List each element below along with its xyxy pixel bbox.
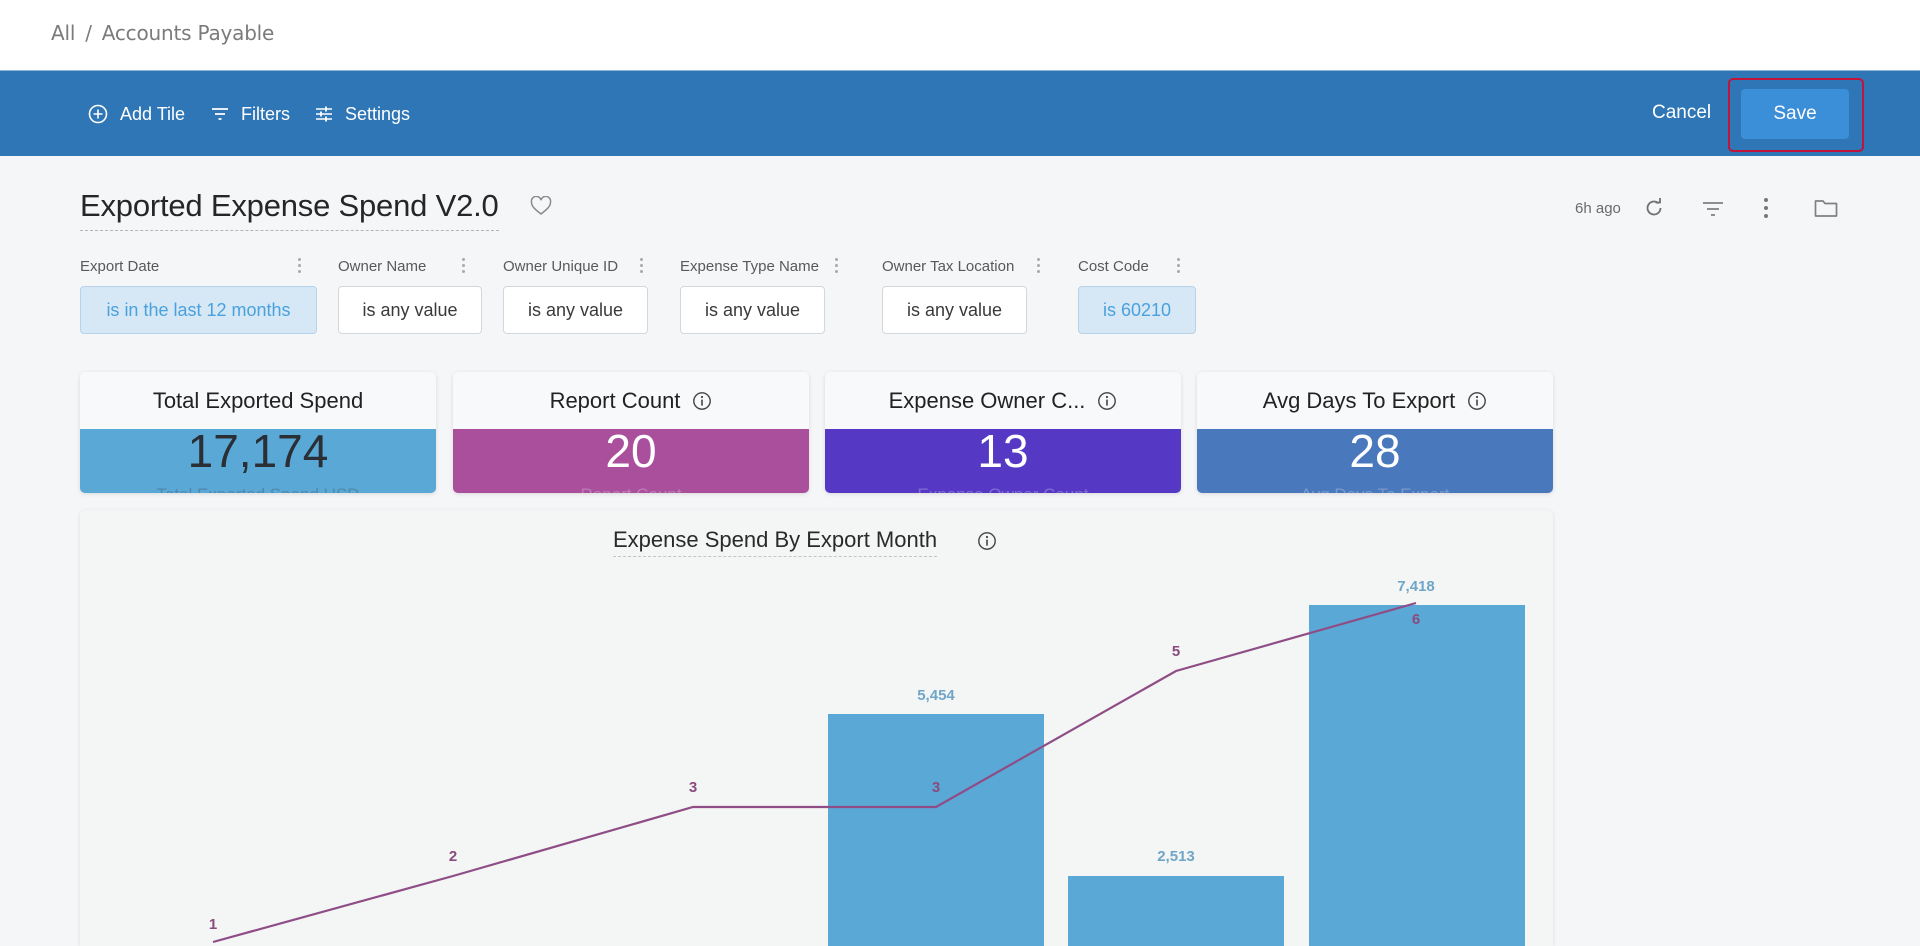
filter-label: Cost Code xyxy=(1078,258,1149,275)
chart-title: Expense Spend By Export Month xyxy=(613,527,938,557)
sliders-icon xyxy=(316,106,332,122)
save-button[interactable]: Save xyxy=(1741,89,1849,139)
filter-menu-icon[interactable] xyxy=(1177,258,1181,276)
line-value-label: 1 xyxy=(208,916,218,933)
kpi-tile-report-count[interactable]: Report Count 20 Report Count xyxy=(453,372,809,493)
info-icon[interactable] xyxy=(1467,391,1487,411)
kpi-subtitle: Total Exported Spend USD xyxy=(80,485,436,493)
filters-label: Filters xyxy=(241,103,290,124)
bar-month-5[interactable] xyxy=(1068,876,1284,946)
filters-button[interactable]: Filters xyxy=(211,102,290,126)
filter-cost-code: Cost Code is 60210 xyxy=(1078,258,1196,334)
add-tile-label: Add Tile xyxy=(120,103,186,124)
info-icon[interactable] xyxy=(977,531,997,551)
line-value-label: 3 xyxy=(931,779,941,796)
kpi-body: 17,174 Total Exported Spend USD xyxy=(80,425,436,493)
bar-value-label: 2,513 xyxy=(1157,848,1195,865)
kpi-value: 28 xyxy=(1349,425,1401,477)
save-button-highlight xyxy=(1728,78,1864,152)
kpi-title: Avg Days To Export xyxy=(1262,387,1456,413)
kpi-value: 17,174 xyxy=(187,425,329,477)
filter-value[interactable]: is any value xyxy=(338,286,482,334)
bar-month-6[interactable] xyxy=(1309,605,1525,946)
edit-toolbar: Add Tile Filters Settings Cancel xyxy=(0,70,1920,156)
filter-menu-icon[interactable] xyxy=(1037,258,1041,276)
filter-expense-type-name: Expense Type Name is any value xyxy=(680,258,838,334)
bar-month-4[interactable] xyxy=(828,714,1044,946)
chart-tile-expense-spend-by-month[interactable]: Expense Spend By Export Month 5,454 2,51… xyxy=(80,510,1553,946)
filter-value[interactable]: is any value xyxy=(503,286,648,334)
filter-menu-icon[interactable] xyxy=(462,258,466,276)
heart-icon[interactable] xyxy=(530,196,552,216)
last-updated-text: 6h ago xyxy=(1575,200,1621,217)
breadcrumb-bar: All / Accounts Payable xyxy=(0,0,1920,70)
filter-owner-unique-id: Owner Unique ID is any value xyxy=(503,258,648,334)
add-circle-icon xyxy=(88,104,108,124)
filter-label: Expense Type Name xyxy=(680,258,819,275)
report-count-line xyxy=(212,601,1417,944)
kpi-subtitle: Avg Days To Export xyxy=(1197,485,1553,493)
kpi-tile-avg-days-to-export[interactable]: Avg Days To Export 28 Avg Days To Export xyxy=(1197,372,1553,493)
filter-label: Export Date xyxy=(80,258,160,275)
filter-value[interactable]: is in the last 12 months xyxy=(80,286,317,334)
filter-export-date: Export Date is in the last 12 months xyxy=(80,258,317,334)
bar-value-label: 5,454 xyxy=(917,687,955,704)
kpi-header: Expense Owner C... xyxy=(825,372,1181,429)
kpi-subtitle: Expense Owner Count xyxy=(825,485,1181,493)
kpi-subtitle: Report Count xyxy=(453,485,809,493)
filter-icon[interactable] xyxy=(1702,200,1724,218)
dashboard-title[interactable]: Exported Expense Spend V2.0 xyxy=(80,188,499,231)
line-value-label: 3 xyxy=(688,779,698,796)
kpi-value: 20 xyxy=(605,425,657,477)
kpi-header: Avg Days To Export xyxy=(1197,372,1553,429)
refresh-icon[interactable] xyxy=(1643,197,1665,219)
line-value-label: 5 xyxy=(1171,643,1181,660)
kpi-header: Total Exported Spend xyxy=(80,372,436,429)
breadcrumb: All / Accounts Payable xyxy=(51,21,274,45)
folder-icon[interactable] xyxy=(1814,198,1838,218)
info-icon[interactable] xyxy=(1097,391,1117,411)
more-vertical-icon[interactable] xyxy=(1763,197,1769,219)
breadcrumb-separator: / xyxy=(85,21,92,45)
cancel-button[interactable]: Cancel xyxy=(1652,102,1712,123)
breadcrumb-current: Accounts Payable xyxy=(101,21,275,45)
kpi-value: 13 xyxy=(977,425,1029,477)
bar-value-label: 7,418 xyxy=(1397,578,1435,595)
kpi-title: Total Exported Spend xyxy=(152,387,364,413)
breadcrumb-root[interactable]: All xyxy=(51,21,76,45)
filter-menu-icon[interactable] xyxy=(835,258,839,276)
add-tile-button[interactable]: Add Tile xyxy=(88,102,185,126)
kpi-body: 28 Avg Days To Export xyxy=(1197,425,1553,493)
filter-value[interactable]: is any value xyxy=(882,286,1027,334)
filter-menu-icon[interactable] xyxy=(640,258,644,276)
filter-value[interactable]: is any value xyxy=(680,286,825,334)
filter-menu-icon[interactable] xyxy=(298,258,302,276)
filter-icon xyxy=(212,108,228,120)
line-value-label: 2 xyxy=(448,848,458,865)
settings-label: Settings xyxy=(345,103,411,124)
kpi-title: Report Count xyxy=(549,387,681,413)
settings-button[interactable]: Settings xyxy=(315,102,410,126)
info-icon[interactable] xyxy=(692,391,712,411)
kpi-title: Expense Owner C... xyxy=(888,387,1086,413)
kpi-tile-total-exported-spend[interactable]: Total Exported Spend 17,174 Total Export… xyxy=(80,372,436,493)
kpi-tile-expense-owner-count[interactable]: Expense Owner C... 13 Expense Owner Coun… xyxy=(825,372,1181,493)
filter-value[interactable]: is 60210 xyxy=(1078,286,1196,334)
line-value-label: 6 xyxy=(1411,611,1421,628)
kpi-header: Report Count xyxy=(453,372,809,429)
filter-label: Owner Tax Location xyxy=(882,258,1015,275)
kpi-body: 20 Report Count xyxy=(453,425,809,493)
kpi-body: 13 Expense Owner Count xyxy=(825,425,1181,493)
filter-label: Owner Name xyxy=(338,258,427,275)
filter-owner-tax-location: Owner Tax Location is any value xyxy=(882,258,1040,334)
filter-owner-name: Owner Name is any value xyxy=(338,258,482,334)
filter-label: Owner Unique ID xyxy=(503,258,619,275)
